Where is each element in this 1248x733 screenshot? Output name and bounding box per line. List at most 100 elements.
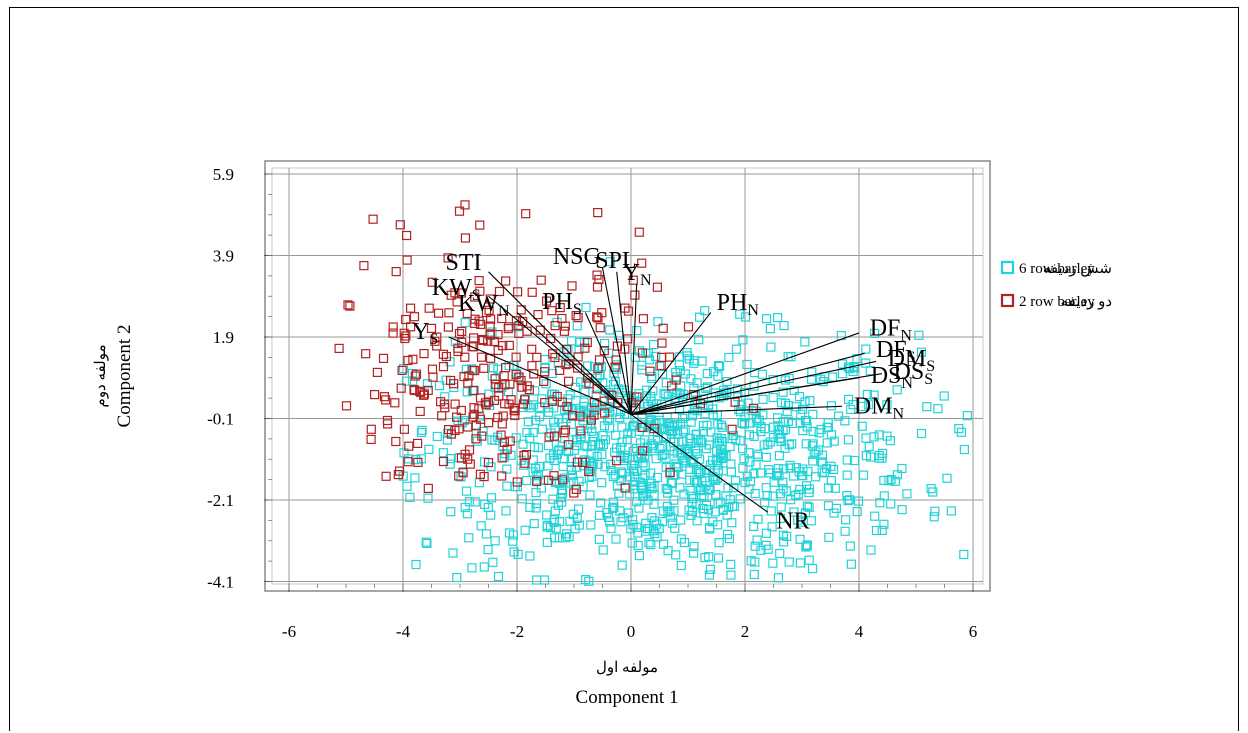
data-point xyxy=(869,328,880,338)
data-point xyxy=(531,487,541,498)
data-point xyxy=(637,348,648,358)
data-point xyxy=(411,559,421,570)
data-point xyxy=(775,548,785,559)
data-point xyxy=(842,491,852,501)
data-point xyxy=(685,475,695,485)
data-point xyxy=(837,369,848,379)
data-point xyxy=(826,401,837,411)
data-point xyxy=(661,483,671,493)
data-point xyxy=(600,462,610,472)
data-point xyxy=(669,495,679,505)
data-point xyxy=(611,430,621,440)
data-point xyxy=(871,525,882,536)
data-point xyxy=(634,550,645,561)
data-point xyxy=(738,463,748,473)
data-point xyxy=(879,475,889,485)
vector-label: NR xyxy=(776,509,809,535)
data-point xyxy=(605,325,615,335)
data-point xyxy=(518,439,528,449)
data-point xyxy=(670,523,680,534)
data-point xyxy=(606,523,616,534)
data-point xyxy=(794,392,805,402)
data-point xyxy=(445,459,455,469)
data-point xyxy=(702,369,712,379)
data-point xyxy=(537,424,547,434)
data-point xyxy=(605,517,615,527)
data-point xyxy=(575,411,585,421)
data-point xyxy=(843,394,854,404)
data-point xyxy=(810,472,821,482)
data-point xyxy=(542,520,552,531)
data-point xyxy=(577,457,588,467)
data-point xyxy=(475,411,485,421)
data-point xyxy=(646,539,656,550)
data-point xyxy=(652,282,663,292)
data-point xyxy=(500,380,510,390)
data-point xyxy=(593,364,603,374)
data-point xyxy=(408,354,418,364)
data-point xyxy=(775,513,786,524)
data-point xyxy=(826,476,836,486)
series-2-row xyxy=(334,200,759,498)
data-point xyxy=(545,453,555,463)
data-point xyxy=(572,363,583,373)
data-point xyxy=(432,332,442,342)
data-point xyxy=(476,319,486,329)
data-point xyxy=(403,457,413,467)
data-point xyxy=(761,483,771,493)
data-point xyxy=(575,337,585,347)
data-point xyxy=(399,448,409,458)
data-point xyxy=(469,409,479,419)
vector-line xyxy=(630,413,769,513)
data-point xyxy=(535,412,545,422)
data-point xyxy=(493,571,504,582)
data-point xyxy=(490,374,500,384)
data-point xyxy=(843,435,854,445)
data-point xyxy=(760,424,770,434)
data-point xyxy=(721,451,731,461)
data-point xyxy=(645,482,655,492)
data-point xyxy=(452,572,462,583)
data-point xyxy=(726,459,736,469)
data-point xyxy=(586,520,596,530)
data-point xyxy=(833,411,844,421)
data-point xyxy=(341,401,352,411)
data-point xyxy=(519,460,529,470)
vector-line xyxy=(630,312,712,415)
data-point xyxy=(689,356,700,366)
data-point xyxy=(638,491,648,502)
figure-frame xyxy=(9,7,1239,731)
data-point xyxy=(611,360,622,370)
data-point xyxy=(622,452,632,462)
data-point xyxy=(484,305,494,315)
data-point xyxy=(668,470,678,480)
data-point xyxy=(402,481,412,491)
data-point xyxy=(581,574,591,585)
data-point xyxy=(694,467,704,477)
data-point xyxy=(737,444,748,454)
data-point xyxy=(680,369,691,379)
data-point xyxy=(417,425,427,435)
data-point xyxy=(776,502,786,512)
data-point xyxy=(556,492,566,503)
data-point xyxy=(502,464,512,474)
data-point xyxy=(765,437,775,447)
data-point xyxy=(761,528,772,538)
data-point xyxy=(672,419,683,429)
data-point xyxy=(485,321,495,331)
data-point xyxy=(585,490,595,500)
data-point xyxy=(343,300,353,310)
legend-label-6row-en: 6 row barley xyxy=(1019,261,1095,277)
data-point xyxy=(848,366,858,377)
data-point xyxy=(636,453,647,463)
data-point xyxy=(405,492,415,502)
data-point xyxy=(800,397,810,407)
data-point xyxy=(505,379,515,389)
data-point xyxy=(849,455,860,466)
data-point xyxy=(497,313,507,324)
data-point xyxy=(639,491,649,501)
data-point xyxy=(801,439,811,449)
data-point xyxy=(524,385,534,395)
vector-line xyxy=(488,271,632,415)
data-point xyxy=(615,413,625,423)
